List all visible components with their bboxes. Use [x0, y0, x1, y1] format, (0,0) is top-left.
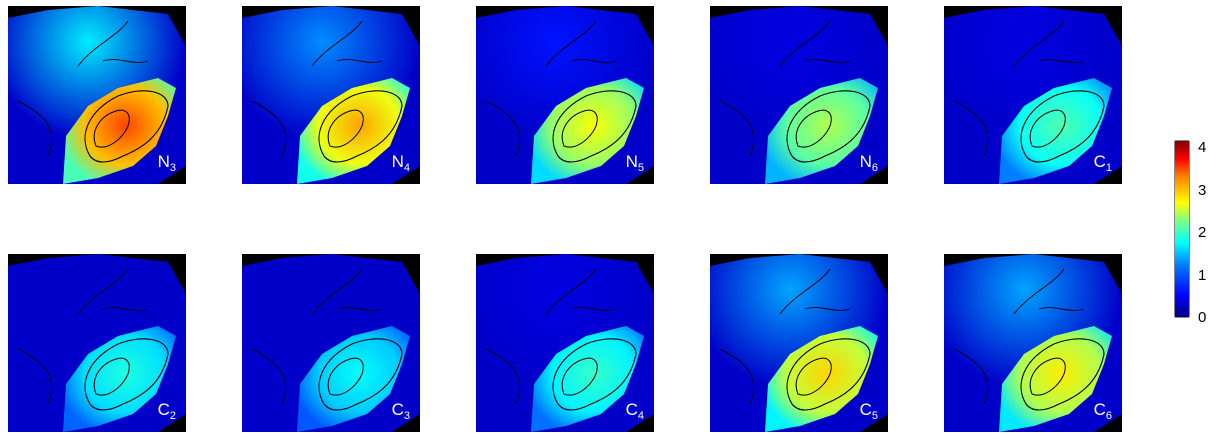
panel-label-index: 6	[871, 162, 878, 174]
panel-label-letter: N	[391, 152, 404, 171]
panel-label-letter: C	[157, 400, 170, 419]
colorbar-tick: 3	[1198, 181, 1207, 199]
contour-lines	[251, 20, 383, 157]
contour-outer	[786, 90, 871, 163]
heatmap-panel-c1: C1	[944, 6, 1122, 184]
panel-label-letter: C	[859, 400, 872, 419]
contour-inner	[93, 109, 130, 148]
contour-lines	[485, 268, 617, 405]
panel-label: N5	[626, 153, 644, 174]
panel-label-letter: N	[859, 152, 872, 171]
colorbar-tick: 0	[1198, 309, 1207, 326]
contour-inner	[1029, 357, 1066, 396]
contour-inner	[327, 109, 364, 148]
heatmap-panel-c4: C4	[476, 254, 654, 432]
panel-label-letter: N	[625, 152, 638, 171]
contour-inner	[1029, 109, 1066, 148]
heatmap-panel-c3: C3	[242, 254, 420, 432]
heatmap-panel-c2: C2	[8, 254, 186, 432]
contour-outer	[318, 90, 403, 163]
contour-outer	[84, 338, 169, 411]
panel-label-letter: C	[625, 400, 638, 419]
contour-outer	[552, 90, 637, 163]
panel-label-index: 2	[169, 410, 176, 422]
contour-inner	[795, 357, 832, 396]
panel-label-index: 4	[403, 162, 410, 174]
panel-label-index: 1	[1105, 162, 1112, 174]
panel-label: N6	[860, 153, 878, 174]
heatmap-panel-c6: C6	[944, 254, 1122, 432]
panel-label-index: 5	[871, 410, 878, 422]
contour-inner	[93, 357, 130, 396]
contour-outer	[1020, 90, 1105, 163]
panel-label-letter: N	[157, 152, 170, 171]
panel-label-index: 4	[637, 410, 644, 422]
panel-label-letter: C	[1093, 400, 1106, 419]
panel-label: N3	[158, 153, 176, 174]
contour-lines	[251, 268, 383, 405]
contour-outer	[552, 338, 637, 411]
colorbar-tick: 2	[1198, 224, 1207, 242]
contour-inner	[327, 357, 364, 396]
contour-outer	[1020, 338, 1105, 411]
panel-label-letter: C	[1093, 152, 1106, 171]
colorbar	[1174, 140, 1190, 318]
heatmap-panel-c5: C5	[710, 254, 888, 432]
heatmap-panel-n6: N6	[710, 6, 888, 184]
panel-label-letter: C	[391, 400, 404, 419]
contour-lines	[17, 20, 149, 157]
heatmap-panel-n5: N5	[476, 6, 654, 184]
contour-inner	[561, 109, 598, 148]
panel-label-index: 6	[1105, 410, 1112, 422]
contour-lines	[953, 20, 1085, 157]
contour-lines	[953, 268, 1085, 405]
contour-lines	[17, 268, 149, 405]
panel-label-index: 3	[169, 162, 176, 174]
heatmap-panel-n3: N3	[8, 6, 186, 184]
panel-label-index: 5	[637, 162, 644, 174]
panel-label: C4	[626, 401, 644, 422]
contour-inner	[561, 357, 598, 396]
heatmap-panel-n4: N4	[242, 6, 420, 184]
panel-label: N4	[392, 153, 410, 174]
panel-label: C5	[860, 401, 878, 422]
panel-label: C2	[158, 401, 176, 422]
contour-inner	[795, 109, 832, 148]
contour-lines	[719, 20, 851, 157]
panel-label-index: 3	[403, 410, 410, 422]
contour-lines	[485, 20, 617, 157]
panel-label: C3	[392, 401, 410, 422]
contour-outer	[318, 338, 403, 411]
colorbar-tick: 4	[1198, 139, 1207, 157]
colorbar-tick: 1	[1198, 266, 1207, 284]
panel-label: C6	[1094, 401, 1112, 422]
contour-lines	[719, 268, 851, 405]
panel-label: C1	[1094, 153, 1112, 174]
contour-outer	[84, 90, 169, 163]
contour-outer	[786, 338, 871, 411]
